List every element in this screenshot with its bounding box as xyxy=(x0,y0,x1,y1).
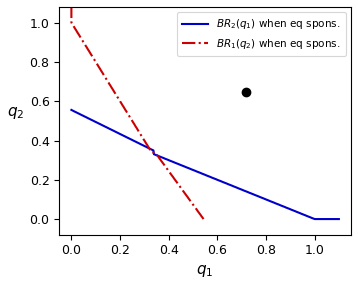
$BR_2(q_1)$ when eq spons. xyxy=(289,208,293,211)
Line: $BR_1(q_2)$ when eq spons.: $BR_1(q_2)$ when eq spons. xyxy=(71,3,203,219)
$BR_1(q_2)$ when eq spons. xyxy=(69,7,73,10)
$BR_2(q_1)$ when eq spons. xyxy=(198,171,202,174)
Legend: $BR_2(q_1)$ when eq spons., $BR_1(q_2)$ when eq spons.: $BR_2(q_1)$ when eq spons., $BR_1(q_2)$ … xyxy=(177,12,346,56)
$BR_2(q_1)$ when eq spons. xyxy=(196,170,200,174)
X-axis label: $q_1$: $q_1$ xyxy=(197,263,214,279)
$BR_2(q_1)$ when eq spons. xyxy=(69,108,73,112)
$BR_1(q_2)$ when eq spons. xyxy=(118,100,123,104)
$BR_1(q_2)$ when eq spons. xyxy=(201,217,205,221)
$BR_1(q_2)$ when eq spons. xyxy=(127,115,132,118)
$BR_2(q_1)$ when eq spons. xyxy=(331,217,335,221)
$BR_2(q_1)$ when eq spons. xyxy=(214,178,218,181)
$BR_1(q_2)$ when eq spons. xyxy=(126,114,131,117)
$BR_2(q_1)$ when eq spons. xyxy=(313,217,317,221)
$BR_1(q_2)$ when eq spons. xyxy=(111,89,116,92)
$BR_1(q_2)$ when eq spons. xyxy=(81,40,86,44)
$BR_1(q_2)$ when eq spons. xyxy=(69,1,73,5)
$BR_2(q_1)$ when eq spons. xyxy=(228,183,233,187)
Line: $BR_2(q_1)$ when eq spons.: $BR_2(q_1)$ when eq spons. xyxy=(71,110,339,219)
Y-axis label: $q_2$: $q_2$ xyxy=(7,105,24,121)
$BR_2(q_1)$ when eq spons. xyxy=(337,217,341,221)
